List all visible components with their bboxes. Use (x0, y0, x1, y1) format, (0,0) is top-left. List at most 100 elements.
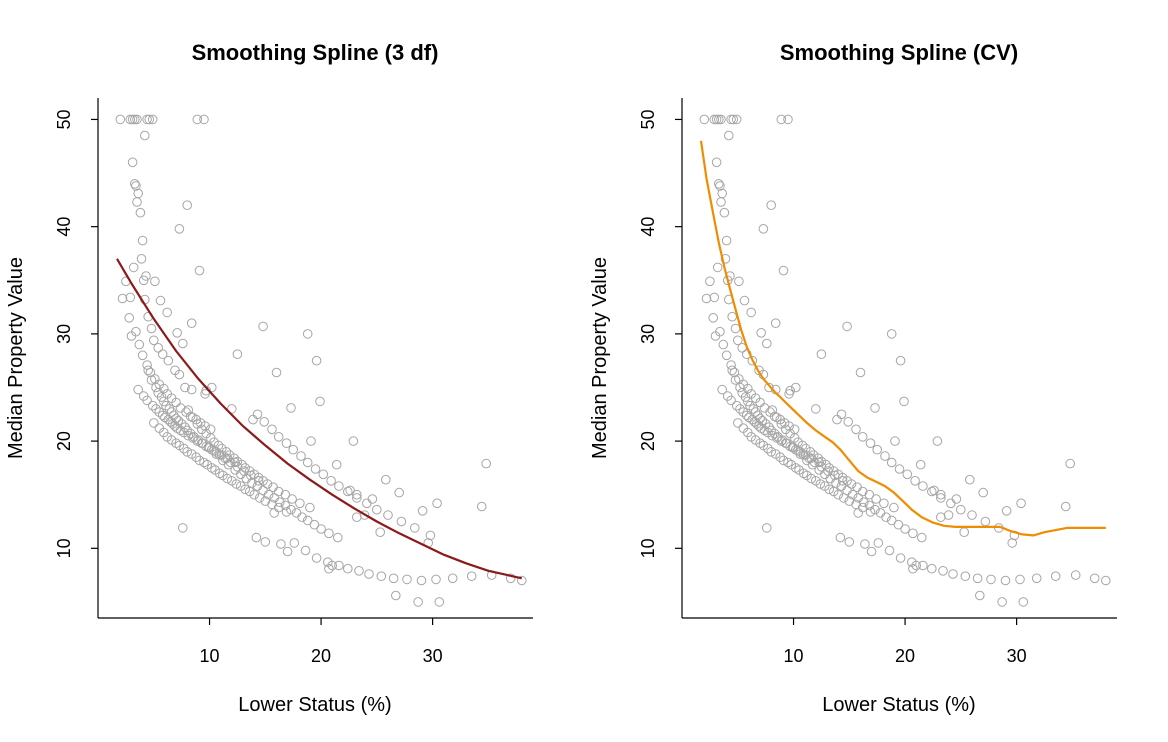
left-data-point (311, 355, 322, 366)
left-data-point (140, 130, 150, 141)
left-data-point (343, 563, 353, 574)
right-data-point (806, 473, 817, 484)
left-y-tick-label: 40 (54, 217, 74, 237)
left-data-point (178, 338, 188, 349)
left-data-point (416, 575, 427, 586)
right-data-point (1016, 498, 1026, 509)
left-data-point (282, 546, 293, 557)
left-data-point (146, 375, 157, 385)
right-data-point (783, 457, 793, 468)
left-data-point (199, 457, 209, 468)
right-data-point (1101, 575, 1111, 586)
right-axes: 10 20 30 10 20 30 40 50 (638, 98, 1117, 666)
right-data-point (756, 328, 767, 338)
right-data-point (873, 538, 884, 548)
left-data-point (447, 573, 458, 584)
left-data-point (161, 400, 171, 411)
right-data-point (807, 459, 818, 470)
left-data-point (237, 459, 247, 470)
right-data-point (716, 197, 726, 207)
left-data-point (383, 510, 393, 520)
right-data-point (978, 487, 989, 498)
left-data-point (199, 114, 209, 125)
right-data-point (881, 512, 891, 523)
right-y-tick-label: 30 (638, 324, 658, 344)
right-data-point (900, 524, 910, 534)
left-data-point (348, 436, 359, 446)
right-data-point (750, 407, 761, 417)
right-data-point (763, 443, 773, 454)
left-data-point (232, 349, 243, 360)
left-data-point (213, 440, 224, 451)
left-data-point (214, 468, 225, 479)
right-data-point (699, 114, 710, 125)
left-data-point (354, 566, 364, 576)
right-data-point (936, 493, 946, 503)
left-data-point (183, 430, 194, 441)
left-data-point (124, 313, 134, 323)
right-data-point (714, 114, 724, 125)
left-data-point (310, 464, 321, 474)
left-data-point (142, 395, 152, 406)
right-data-point (927, 563, 937, 574)
left-data-point (359, 510, 370, 520)
right-data-point (865, 507, 876, 517)
left-data-point (145, 367, 156, 378)
left-data-point (132, 114, 142, 125)
left-data-point (396, 516, 407, 527)
right-data-point (731, 114, 742, 125)
right-data-point (721, 350, 732, 361)
left-data-point (192, 114, 203, 125)
right-data-point (738, 407, 749, 417)
left-y-tick-label: 10 (54, 538, 74, 558)
right-data-point (967, 510, 977, 520)
left-data-point (381, 474, 391, 485)
left-y-tick-label: 20 (54, 431, 74, 451)
left-data-point (188, 412, 198, 423)
right-data-point (726, 114, 736, 125)
left-data-point (211, 447, 221, 457)
left-data-point (115, 114, 126, 125)
right-data-point (711, 114, 722, 125)
left-data-point (191, 452, 201, 463)
right-data-point (788, 442, 799, 453)
left-data-point (258, 321, 268, 332)
left-data-point (273, 432, 284, 442)
right-data-point (831, 478, 841, 488)
left-data-point (182, 425, 192, 436)
right-data-point (739, 295, 750, 306)
right-data-point (895, 553, 906, 563)
right-data-point (764, 382, 774, 393)
right-data-point (911, 560, 922, 571)
right-data-point (755, 438, 765, 449)
right-data-point (797, 440, 808, 451)
left-data-point (173, 415, 184, 426)
left-data-point (137, 235, 148, 246)
left-data-point (316, 524, 326, 534)
right-data-point (715, 181, 725, 191)
left-data-point (180, 382, 190, 393)
left-data-point (207, 463, 217, 473)
right-data-point (871, 494, 881, 504)
left-data-point (333, 532, 343, 543)
left-spline-line (116, 258, 523, 580)
left-data-point (178, 523, 188, 533)
left-data-point (248, 414, 258, 425)
left-data-point (144, 114, 155, 125)
left-data-point (259, 417, 270, 427)
right-data-point (857, 486, 868, 497)
right-data-point (748, 404, 759, 414)
right-data-point (902, 469, 913, 480)
right-x-tick-label: 10 (784, 646, 804, 666)
left-data-point (125, 114, 136, 125)
left-y-tick-label: 30 (54, 324, 74, 344)
right-data-point (735, 382, 745, 393)
right-data-point (710, 331, 721, 341)
left-data-point (306, 436, 316, 446)
right-data-point (815, 479, 826, 489)
right-data-point (778, 265, 789, 276)
left-data-point (287, 494, 297, 504)
right-data-point (731, 400, 742, 411)
right-data-point (776, 114, 787, 125)
